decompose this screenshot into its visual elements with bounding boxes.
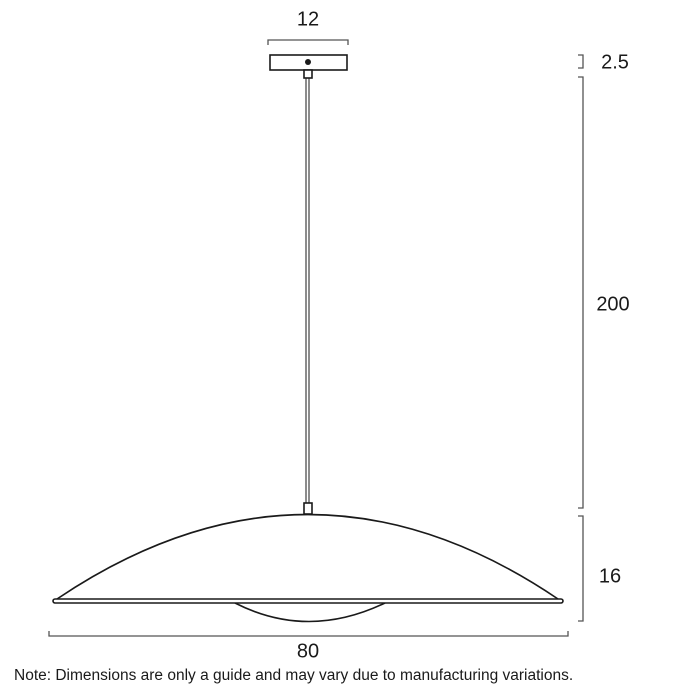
drop-length-bracket: [578, 76, 584, 509]
shade-width-label: 80: [296, 640, 320, 663]
diffuser: [234, 602, 386, 623]
canopy-height-bracket: [578, 54, 584, 69]
canopy-height-label: 2.5: [601, 51, 629, 74]
shade-height-bracket: [578, 515, 584, 622]
drop-length-label: 200: [596, 293, 630, 316]
shade-width-bracket: [48, 631, 569, 637]
suspension-rod: [305, 78, 310, 503]
shade-height-label: 16: [598, 565, 622, 588]
canopy-connector: [303, 69, 313, 79]
pendant-light: [52, 54, 564, 623]
canopy-width-bracket: [267, 39, 349, 45]
shade-connector: [303, 502, 313, 515]
shade-dome: [56, 513, 559, 600]
shade-rim: [52, 598, 564, 604]
dimension-lines: [48, 39, 584, 637]
disclaimer-note: Note: Dimensions are only a guide and ma…: [14, 667, 574, 684]
canopy-screw: [305, 59, 311, 65]
canopy-width-label: 12: [296, 8, 320, 31]
